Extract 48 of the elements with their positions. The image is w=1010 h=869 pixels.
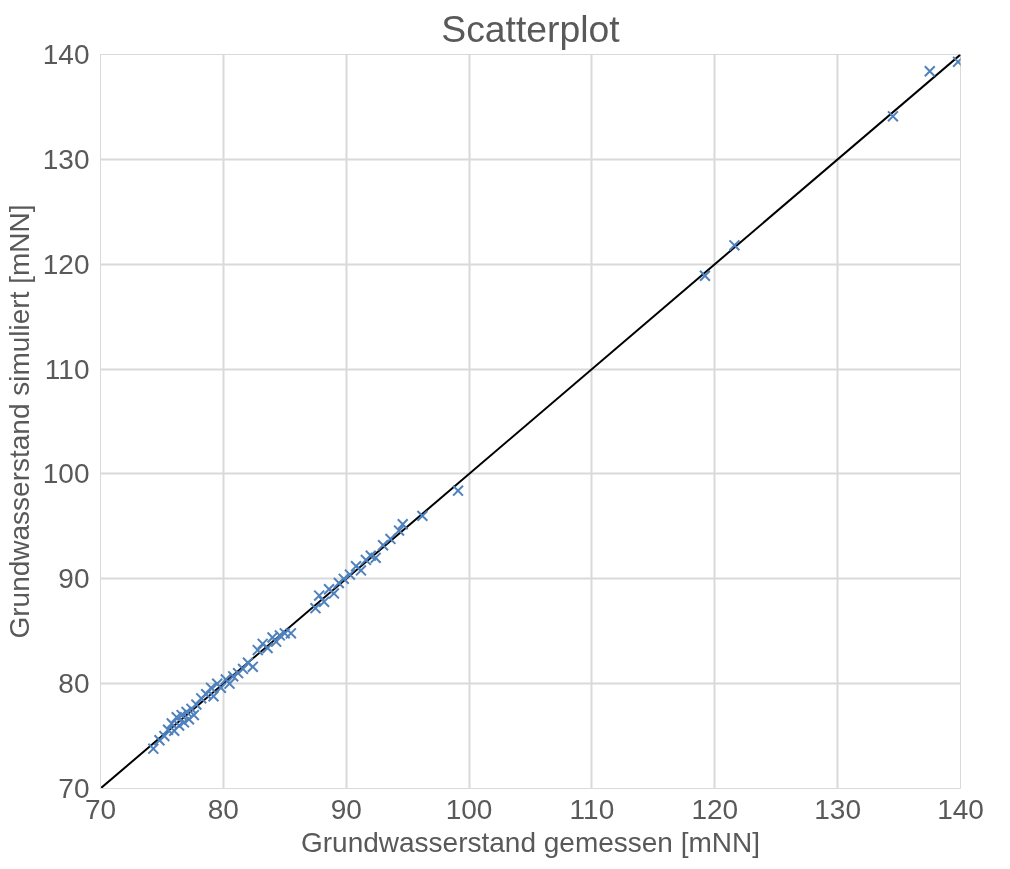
point bbox=[452, 484, 464, 497]
point bbox=[323, 583, 335, 596]
y-tick-label: 140 bbox=[42, 39, 90, 70]
point bbox=[147, 742, 160, 755]
point bbox=[384, 532, 397, 545]
point bbox=[343, 568, 356, 581]
x-tick-label: 130 bbox=[814, 793, 861, 825]
point bbox=[219, 673, 232, 686]
point bbox=[350, 560, 362, 573]
point bbox=[153, 734, 166, 747]
point bbox=[227, 670, 240, 683]
point bbox=[923, 65, 936, 78]
point bbox=[313, 589, 326, 602]
y-tick-label: 110 bbox=[44, 353, 90, 385]
point bbox=[337, 572, 350, 585]
point bbox=[309, 602, 322, 615]
point bbox=[256, 637, 269, 650]
x-axis-title: Grundwasserstand gemessen [mNN] bbox=[300, 826, 761, 858]
point bbox=[232, 667, 245, 680]
point bbox=[393, 524, 405, 537]
point bbox=[180, 706, 193, 718]
point bbox=[728, 239, 741, 252]
point bbox=[886, 110, 899, 123]
point bbox=[158, 730, 171, 743]
x-tick-label: 100 bbox=[445, 793, 493, 825]
point bbox=[332, 577, 345, 589]
point bbox=[355, 564, 367, 577]
point bbox=[396, 518, 409, 531]
y-tick-label: 120 bbox=[42, 248, 90, 280]
point bbox=[185, 702, 198, 715]
point bbox=[416, 509, 429, 522]
chart-title: Scatterplot bbox=[441, 7, 621, 50]
x-tick-label: 80 bbox=[207, 793, 239, 825]
point bbox=[699, 269, 711, 282]
y-tick-label: 130 bbox=[42, 143, 90, 175]
x-tick-label: 90 bbox=[330, 793, 362, 825]
point bbox=[190, 698, 203, 711]
point bbox=[377, 539, 390, 552]
y-tick-label: 100 bbox=[42, 458, 90, 490]
x-tick-label: 140 bbox=[937, 793, 984, 825]
y-tick-label: 90 bbox=[58, 563, 90, 595]
point bbox=[318, 595, 331, 608]
point bbox=[241, 656, 254, 669]
x-tick-label: 120 bbox=[691, 793, 739, 825]
point bbox=[364, 549, 377, 562]
y-tick-label: 80 bbox=[58, 668, 90, 700]
y-axis-title: Grundwasserstand simuliert [mNN] bbox=[3, 204, 35, 639]
x-tick-label: 110 bbox=[569, 793, 615, 825]
